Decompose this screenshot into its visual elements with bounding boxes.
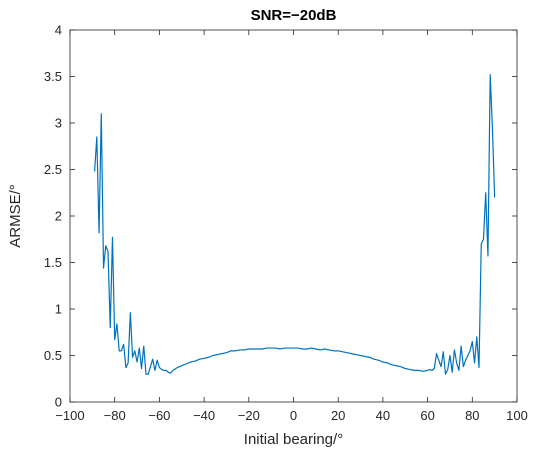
series-line xyxy=(93,74,496,375)
y-axis-label: ARMSE/° xyxy=(7,184,24,248)
chart-title: SNR=−20dB xyxy=(251,7,337,24)
x-tick-label: 40 xyxy=(376,408,390,423)
x-tick-label: −100 xyxy=(55,408,84,423)
x-tick-label: −20 xyxy=(238,408,260,423)
y-tick-label: 0.5 xyxy=(44,348,62,363)
ticks-layer: −100 −80 −60 −40 −20 0 20 40 60 80 100 0 0.5 1 1.5 2 2.5… xyxy=(44,23,528,424)
y-tick-label: 0 xyxy=(55,395,62,410)
y-tick-label: 1.5 xyxy=(44,255,62,270)
x-tick-label: −80 xyxy=(104,408,126,423)
x-axis-label: Initial bearing/° xyxy=(244,431,343,448)
x-tick-label: 80 xyxy=(465,408,479,423)
y-tick-label: 2 xyxy=(55,209,62,224)
y-tick-label: 1 xyxy=(55,302,62,317)
x-tick-label: 100 xyxy=(506,408,528,423)
axes-box xyxy=(69,29,518,403)
x-tick-label: 0 xyxy=(290,408,297,423)
x-tick-label: 20 xyxy=(331,408,345,423)
y-tick-label: 2.5 xyxy=(44,162,62,177)
x-tick-label: −40 xyxy=(193,408,215,423)
y-tick-label: 3 xyxy=(55,116,62,131)
plot-background xyxy=(70,30,517,402)
x-tick-label: −60 xyxy=(148,408,170,423)
x-tick-label: 60 xyxy=(420,408,434,423)
y-tick-label: 3.5 xyxy=(44,69,62,84)
y-tick-label: 4 xyxy=(55,23,62,38)
